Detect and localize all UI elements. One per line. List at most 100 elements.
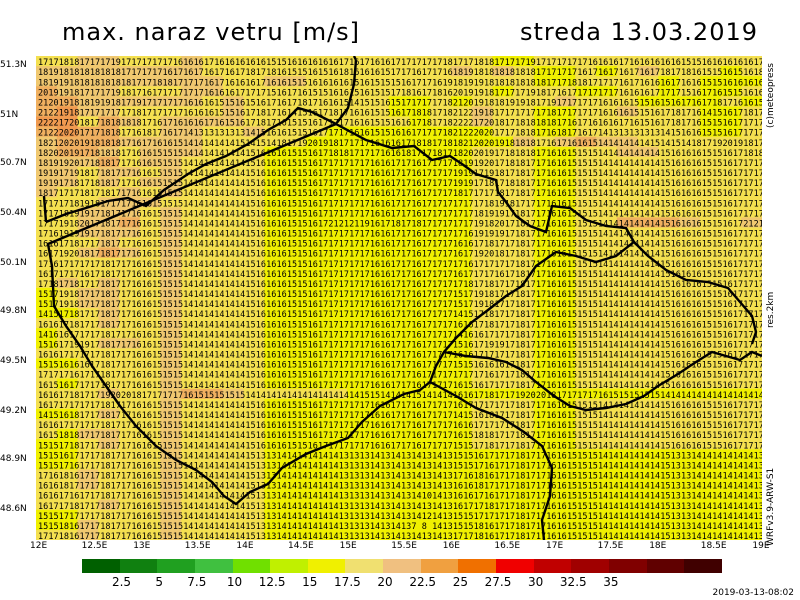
heatmap-value: 14 <box>194 330 204 340</box>
heatmap-value: 16 <box>142 260 152 270</box>
heatmap-cell <box>554 126 576 138</box>
heatmap-value: 14 <box>619 512 629 522</box>
heatmap-cell <box>575 106 597 117</box>
heatmap-value: 14 <box>235 169 245 179</box>
heatmap-value: 17 <box>339 270 349 280</box>
heatmap-value: 16 <box>380 381 390 391</box>
heatmap-value: 14 <box>308 502 318 512</box>
heatmap-value: 17 <box>432 401 442 411</box>
heatmap-value: 14 <box>183 149 193 159</box>
heatmap-value: 17 <box>463 219 473 229</box>
heatmap-value: 22 <box>48 129 58 139</box>
heatmap-value: 16 <box>38 431 48 441</box>
heatmap-value: 14 <box>183 351 193 361</box>
heatmap-value: 17 <box>422 189 432 199</box>
heatmap-value: 17 <box>567 68 577 78</box>
heatmap-value: 17 <box>525 109 535 119</box>
heatmap-value: 16 <box>754 88 762 98</box>
heatmap-cell <box>658 368 680 380</box>
heatmap-cell <box>347 187 369 198</box>
heatmap-cell <box>741 76 762 87</box>
heatmap-value: 14 <box>608 209 618 219</box>
heatmap-value: 17 <box>90 330 100 340</box>
heatmap-value: 15 <box>152 522 162 532</box>
heatmap-value: 17 <box>494 371 504 381</box>
heatmap-cell <box>98 237 120 249</box>
heatmap-cell <box>326 247 348 259</box>
heatmap-cell <box>430 287 452 299</box>
heatmap-value: 15 <box>297 340 307 350</box>
heatmap-value: 17 <box>505 371 515 381</box>
heatmap-value: 17 <box>391 240 401 250</box>
heatmap-value: 14 <box>225 472 235 482</box>
heatmap-cell <box>264 358 286 370</box>
heatmap-value: 14 <box>183 270 193 280</box>
heatmap-cell <box>575 86 597 97</box>
heatmap-value: 14 <box>225 260 235 270</box>
heatmap-cell <box>305 247 327 259</box>
heatmap-cell <box>741 86 762 97</box>
heatmap-cell <box>699 267 722 279</box>
heatmap-value: 17 <box>754 381 762 391</box>
heatmap-value: 14 <box>183 361 193 371</box>
heatmap-value: 18 <box>69 78 79 88</box>
heatmap-value: 18 <box>152 78 162 88</box>
heatmap-cell <box>222 237 244 249</box>
heatmap-value: 18 <box>515 270 525 280</box>
heatmap-values: 17 17 18 18 17 17 17 19 17 17 17 17 17 16 16 16 17 16 16 16… <box>38 58 762 540</box>
heatmap-value: 16 <box>256 340 266 350</box>
heatmap-value: 17 <box>401 219 411 229</box>
heatmap-value: 16 <box>411 431 421 441</box>
heatmap-value: 14 <box>702 502 712 512</box>
heatmap-value: 17 <box>536 472 546 482</box>
heatmap-value: 15 <box>577 361 587 371</box>
heatmap-value: 17 <box>422 340 432 350</box>
heatmap-cell <box>720 378 742 390</box>
heatmap-value: 18 <box>69 58 79 68</box>
heatmap-value: 15 <box>297 189 307 199</box>
heatmap-value: 17 <box>339 401 349 411</box>
heatmap-value: 15 <box>660 441 670 451</box>
heatmap-value: 18 <box>142 129 152 139</box>
heatmap-value: 16 <box>557 88 567 98</box>
heatmap-value: 15 <box>660 482 670 492</box>
heatmap-value: 16 <box>131 230 141 240</box>
heatmap-value: 14 <box>608 199 618 209</box>
heatmap-value: 17 <box>235 68 245 78</box>
heatmap-value: 15 <box>588 330 598 340</box>
heatmap-cell <box>658 237 680 249</box>
heatmap-cell <box>699 187 722 198</box>
heatmap-value: 17 <box>422 361 432 371</box>
heatmap-value: 16 <box>266 320 276 330</box>
heatmap-cell <box>471 187 493 198</box>
heatmap-value: 15 <box>712 119 722 129</box>
heatmap-value: 16 <box>557 310 567 320</box>
heatmap-value: 16 <box>308 189 318 199</box>
heatmap-value: 16 <box>308 199 318 209</box>
heatmap-cell <box>575 126 597 138</box>
heatmap-cell <box>533 298 556 309</box>
heatmap-value: 17 <box>401 169 411 179</box>
heatmap-value: 17 <box>173 391 183 401</box>
heatmap-value: 17 <box>360 351 370 361</box>
heatmap-value: 13 <box>360 522 370 532</box>
heatmap-value: 13 <box>204 129 214 139</box>
heatmap-value: 16 <box>546 340 556 350</box>
heatmap-cell <box>36 298 58 309</box>
heatmap-value: 17 <box>318 381 328 391</box>
heatmap-value: 16 <box>723 340 733 350</box>
heatmap-cell <box>596 207 618 218</box>
heatmap-value: 15 <box>567 169 577 179</box>
heatmap-value: 17 <box>588 98 598 108</box>
heatmap-value: 16 <box>131 209 141 219</box>
heatmap-value: 14 <box>235 189 245 199</box>
heatmap-value: 14 <box>183 502 193 512</box>
heatmap-value: 18 <box>515 230 525 240</box>
heatmap-value: 14 <box>723 502 733 512</box>
heatmap-cell <box>305 86 327 97</box>
heatmap-cell <box>139 66 161 77</box>
heatmap-value: 15 <box>173 361 183 371</box>
heatmap-value: 14 <box>598 472 608 482</box>
heatmap-cell <box>533 116 556 128</box>
heatmap-cell <box>98 257 120 269</box>
